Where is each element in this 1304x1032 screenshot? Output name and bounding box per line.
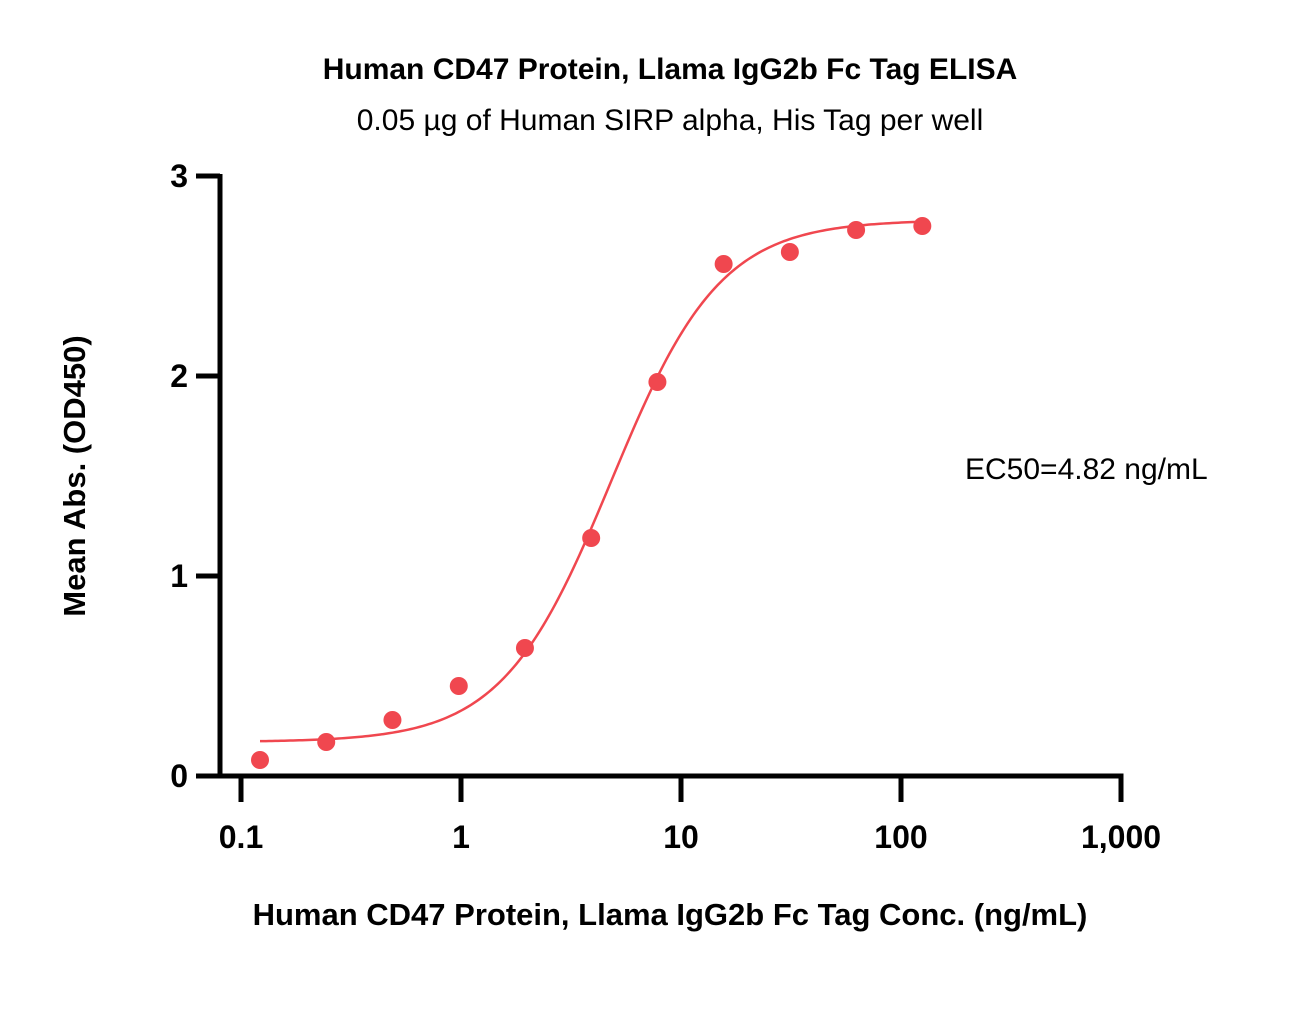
x-tick-label: 0.1 xyxy=(219,819,263,855)
data-point xyxy=(913,217,932,235)
data-point xyxy=(714,255,733,273)
chart-title: Human CD47 Protein, Llama IgG2b Fc Tag E… xyxy=(323,53,1018,86)
data-points-group xyxy=(251,217,932,769)
x-tick-label: 1,000 xyxy=(1081,819,1161,855)
x-tick-label: 100 xyxy=(874,819,927,855)
y-tick-label: 1 xyxy=(170,558,188,594)
data-point xyxy=(780,243,799,261)
chart-subtitle: 0.05 µg of Human SIRP alpha, His Tag per… xyxy=(357,104,984,137)
data-point xyxy=(515,639,534,657)
y-tick-label: 2 xyxy=(170,358,188,394)
data-point xyxy=(251,751,269,769)
data-point xyxy=(847,221,866,239)
fit-curve-group xyxy=(259,220,923,743)
x-tick-label: 1 xyxy=(452,819,470,855)
y-tick-label: 3 xyxy=(170,158,188,194)
x-axis-label: Human CD47 Protein, Llama IgG2b Fc Tag C… xyxy=(253,897,1088,932)
data-point xyxy=(317,733,336,751)
x-tick-label: 10 xyxy=(663,819,699,855)
data-point xyxy=(449,677,468,695)
y-tick-label: 0 xyxy=(170,758,188,794)
data-point xyxy=(383,711,402,729)
ec50-annotation: EC50=4.82 ng/mL xyxy=(965,453,1208,486)
axes: 0 1 2 3 0.1 1 10 100 1,000 xyxy=(170,158,1161,855)
data-point xyxy=(582,529,601,547)
data-point xyxy=(648,373,667,391)
fit-curve xyxy=(259,220,923,743)
y-axis-label: Mean Abs. (OD450) xyxy=(57,335,92,616)
